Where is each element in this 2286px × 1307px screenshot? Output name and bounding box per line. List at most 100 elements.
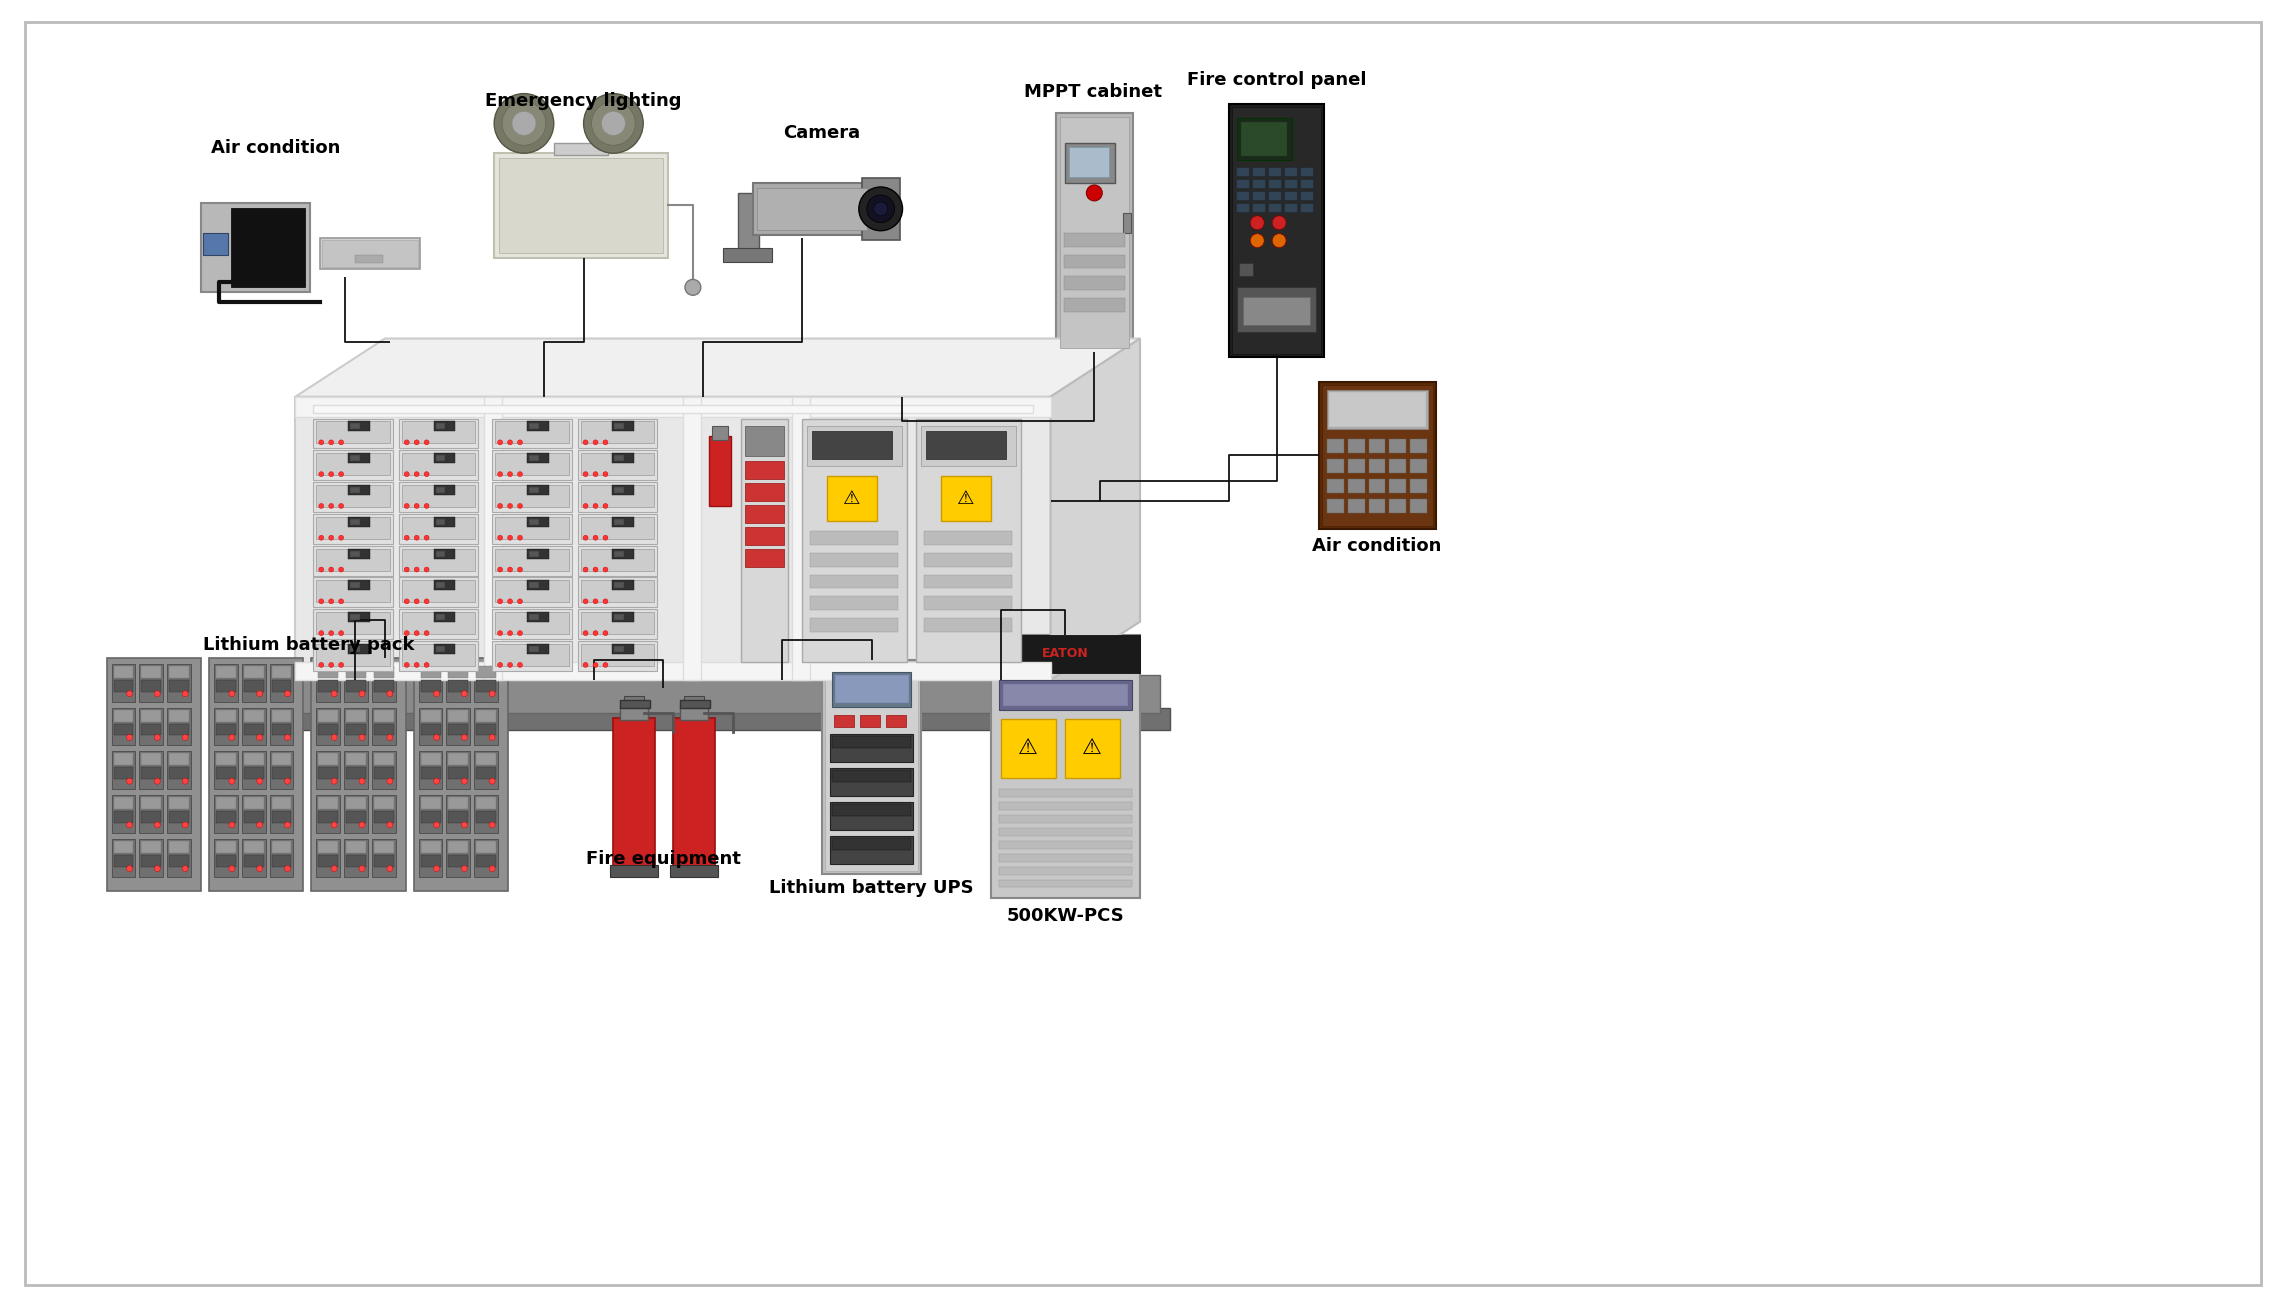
Bar [245, 710, 263, 721]
Circle shape [498, 536, 503, 540]
Bar [375, 724, 393, 736]
Circle shape [1273, 234, 1287, 247]
Bar [270, 664, 293, 702]
Circle shape [359, 735, 366, 741]
Bar [615, 488, 624, 493]
Circle shape [405, 631, 409, 635]
Bar [242, 707, 265, 745]
Bar [578, 640, 656, 670]
Bar [620, 706, 649, 720]
Text: Air condition: Air condition [1312, 537, 1440, 554]
Circle shape [866, 195, 894, 222]
Circle shape [155, 735, 160, 741]
Bar [1056, 114, 1134, 352]
Circle shape [517, 663, 523, 668]
Bar [414, 657, 507, 891]
Bar [313, 482, 393, 512]
Bar [345, 795, 368, 833]
Bar [834, 715, 855, 727]
Bar [169, 767, 190, 779]
Circle shape [329, 472, 334, 477]
Bar [745, 461, 784, 480]
Bar [315, 454, 391, 476]
Bar [402, 580, 475, 603]
Bar [832, 672, 912, 707]
Bar [448, 724, 469, 736]
Bar [448, 753, 469, 766]
Bar [169, 855, 190, 867]
Bar [114, 840, 133, 852]
Circle shape [329, 599, 334, 604]
Bar [615, 455, 624, 461]
Text: Lithium battery UPS: Lithium battery UPS [770, 880, 974, 898]
Circle shape [592, 631, 599, 635]
Circle shape [425, 440, 430, 444]
Bar [201, 203, 311, 293]
Text: ⚠: ⚠ [958, 490, 974, 508]
Text: Air condition: Air condition [210, 140, 341, 157]
Bar [528, 644, 549, 654]
Bar [491, 418, 572, 448]
Bar [475, 797, 496, 809]
Bar [345, 855, 366, 867]
Bar [313, 546, 393, 575]
Bar [315, 795, 341, 833]
Circle shape [405, 599, 409, 604]
Circle shape [414, 503, 418, 508]
Bar [318, 724, 338, 736]
Bar [860, 715, 880, 727]
Circle shape [498, 663, 503, 668]
Bar [581, 516, 654, 538]
Circle shape [386, 822, 393, 827]
Bar [473, 707, 498, 745]
Bar [203, 233, 229, 255]
Bar [613, 516, 633, 527]
Bar [446, 795, 471, 833]
Circle shape [331, 822, 336, 827]
Bar [1253, 192, 1264, 200]
Bar [375, 753, 393, 766]
Bar [421, 797, 441, 809]
Circle shape [517, 440, 523, 444]
Bar [711, 426, 727, 440]
Bar [139, 752, 162, 789]
Bar [318, 797, 338, 809]
Bar [828, 476, 878, 521]
Bar [802, 418, 908, 661]
Bar [1237, 288, 1317, 332]
Bar [528, 516, 549, 527]
Bar [114, 797, 133, 809]
Circle shape [331, 865, 336, 872]
Bar [347, 516, 370, 527]
Bar [272, 840, 290, 852]
Circle shape [229, 822, 235, 827]
Circle shape [503, 102, 546, 145]
Circle shape [283, 691, 290, 697]
Bar [350, 583, 359, 588]
Circle shape [425, 663, 430, 668]
Bar [1001, 719, 1056, 778]
Circle shape [425, 599, 430, 604]
Bar [437, 614, 446, 621]
Circle shape [405, 472, 409, 477]
Bar [1285, 169, 1296, 176]
Bar [1301, 169, 1312, 176]
Bar [741, 418, 789, 661]
Bar [398, 640, 478, 670]
Bar [528, 550, 539, 557]
Bar [421, 767, 441, 779]
Bar [245, 724, 263, 736]
Bar [169, 710, 190, 721]
Bar [350, 550, 359, 557]
Bar [924, 618, 1013, 633]
Bar [1063, 233, 1125, 247]
Polygon shape [295, 339, 1141, 396]
Bar [215, 795, 238, 833]
Circle shape [338, 599, 343, 604]
Bar [418, 795, 443, 833]
Bar [167, 664, 192, 702]
Circle shape [434, 778, 439, 784]
Bar [114, 810, 133, 823]
Bar [528, 580, 549, 591]
Bar [345, 664, 368, 702]
